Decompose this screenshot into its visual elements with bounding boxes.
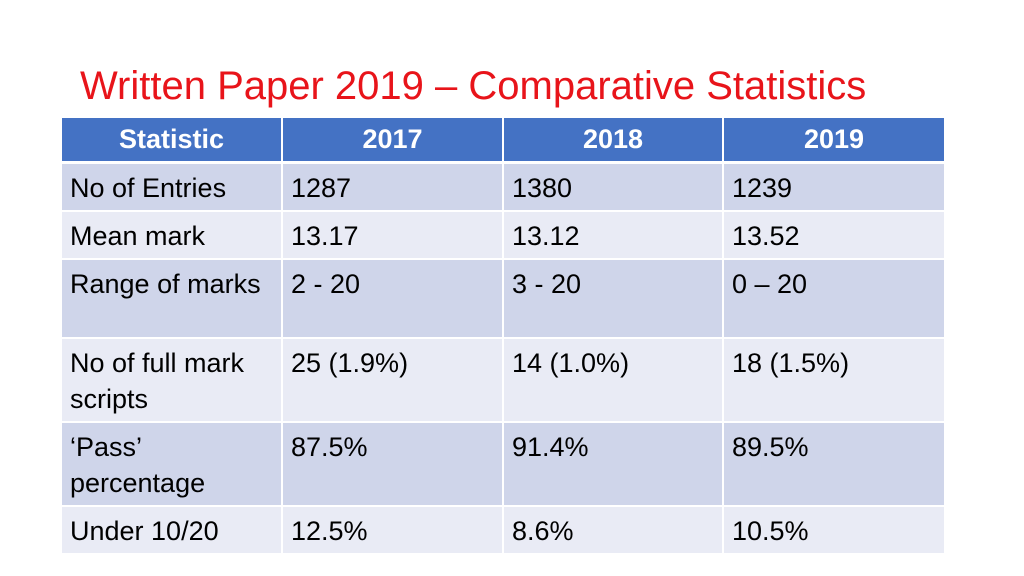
header-2018: 2018 — [503, 118, 724, 164]
cell-2019: 13.52 — [723, 211, 944, 260]
slide-title: Written Paper 2019 – Comparative Statist… — [80, 64, 867, 108]
row-label-mean-mark: Mean mark — [62, 211, 283, 260]
table-header-row: Statistic 2017 2018 2019 — [62, 118, 944, 164]
table-row: Mean mark 13.17 13.12 13.52 — [62, 211, 944, 260]
cell-2017: 1287 — [282, 162, 504, 212]
table-row: No of Entries 1287 1380 1239 — [62, 162, 944, 212]
row-label-pass-percentage: ‘Pass’ percentage — [62, 422, 283, 507]
cell-2018: 1380 — [503, 162, 724, 212]
row-label-range: Range of marks — [62, 259, 283, 339]
header-2019: 2019 — [723, 118, 944, 164]
cell-2019: 18 (1.5%) — [723, 338, 944, 423]
statistics-table: Statistic 2017 2018 2019 No of Entries 1… — [62, 118, 944, 555]
cell-2017: 25 (1.9%) — [282, 338, 504, 423]
table-row: ‘Pass’ percentage 87.5% 91.4% 89.5% — [62, 422, 944, 507]
cell-2019: 1239 — [723, 162, 944, 212]
row-label-under-10: Under 10/20 — [62, 506, 283, 555]
header-2017: 2017 — [282, 118, 504, 164]
cell-2017: 87.5% — [282, 422, 504, 507]
cell-2018: 91.4% — [503, 422, 724, 507]
cell-2019: 10.5% — [723, 506, 944, 555]
table-row: Under 10/20 12.5% 8.6% 10.5% — [62, 506, 944, 555]
cell-2017: 13.17 — [282, 211, 504, 260]
cell-2018: 3 - 20 — [503, 259, 724, 339]
cell-2018: 8.6% — [503, 506, 724, 555]
cell-2018: 14 (1.0%) — [503, 338, 724, 423]
cell-2017: 12.5% — [282, 506, 504, 555]
row-label-entries: No of Entries — [62, 162, 283, 212]
cell-2019: 0 – 20 — [723, 259, 944, 339]
cell-2019: 89.5% — [723, 422, 944, 507]
cell-2017: 2 - 20 — [282, 259, 504, 339]
cell-2018: 13.12 — [503, 211, 724, 260]
header-statistic: Statistic — [62, 118, 283, 164]
table-row: Range of marks 2 - 20 3 - 20 0 – 20 — [62, 259, 944, 339]
row-label-full-mark: No of full mark scripts — [62, 338, 283, 423]
table-row: No of full mark scripts 25 (1.9%) 14 (1.… — [62, 338, 944, 423]
